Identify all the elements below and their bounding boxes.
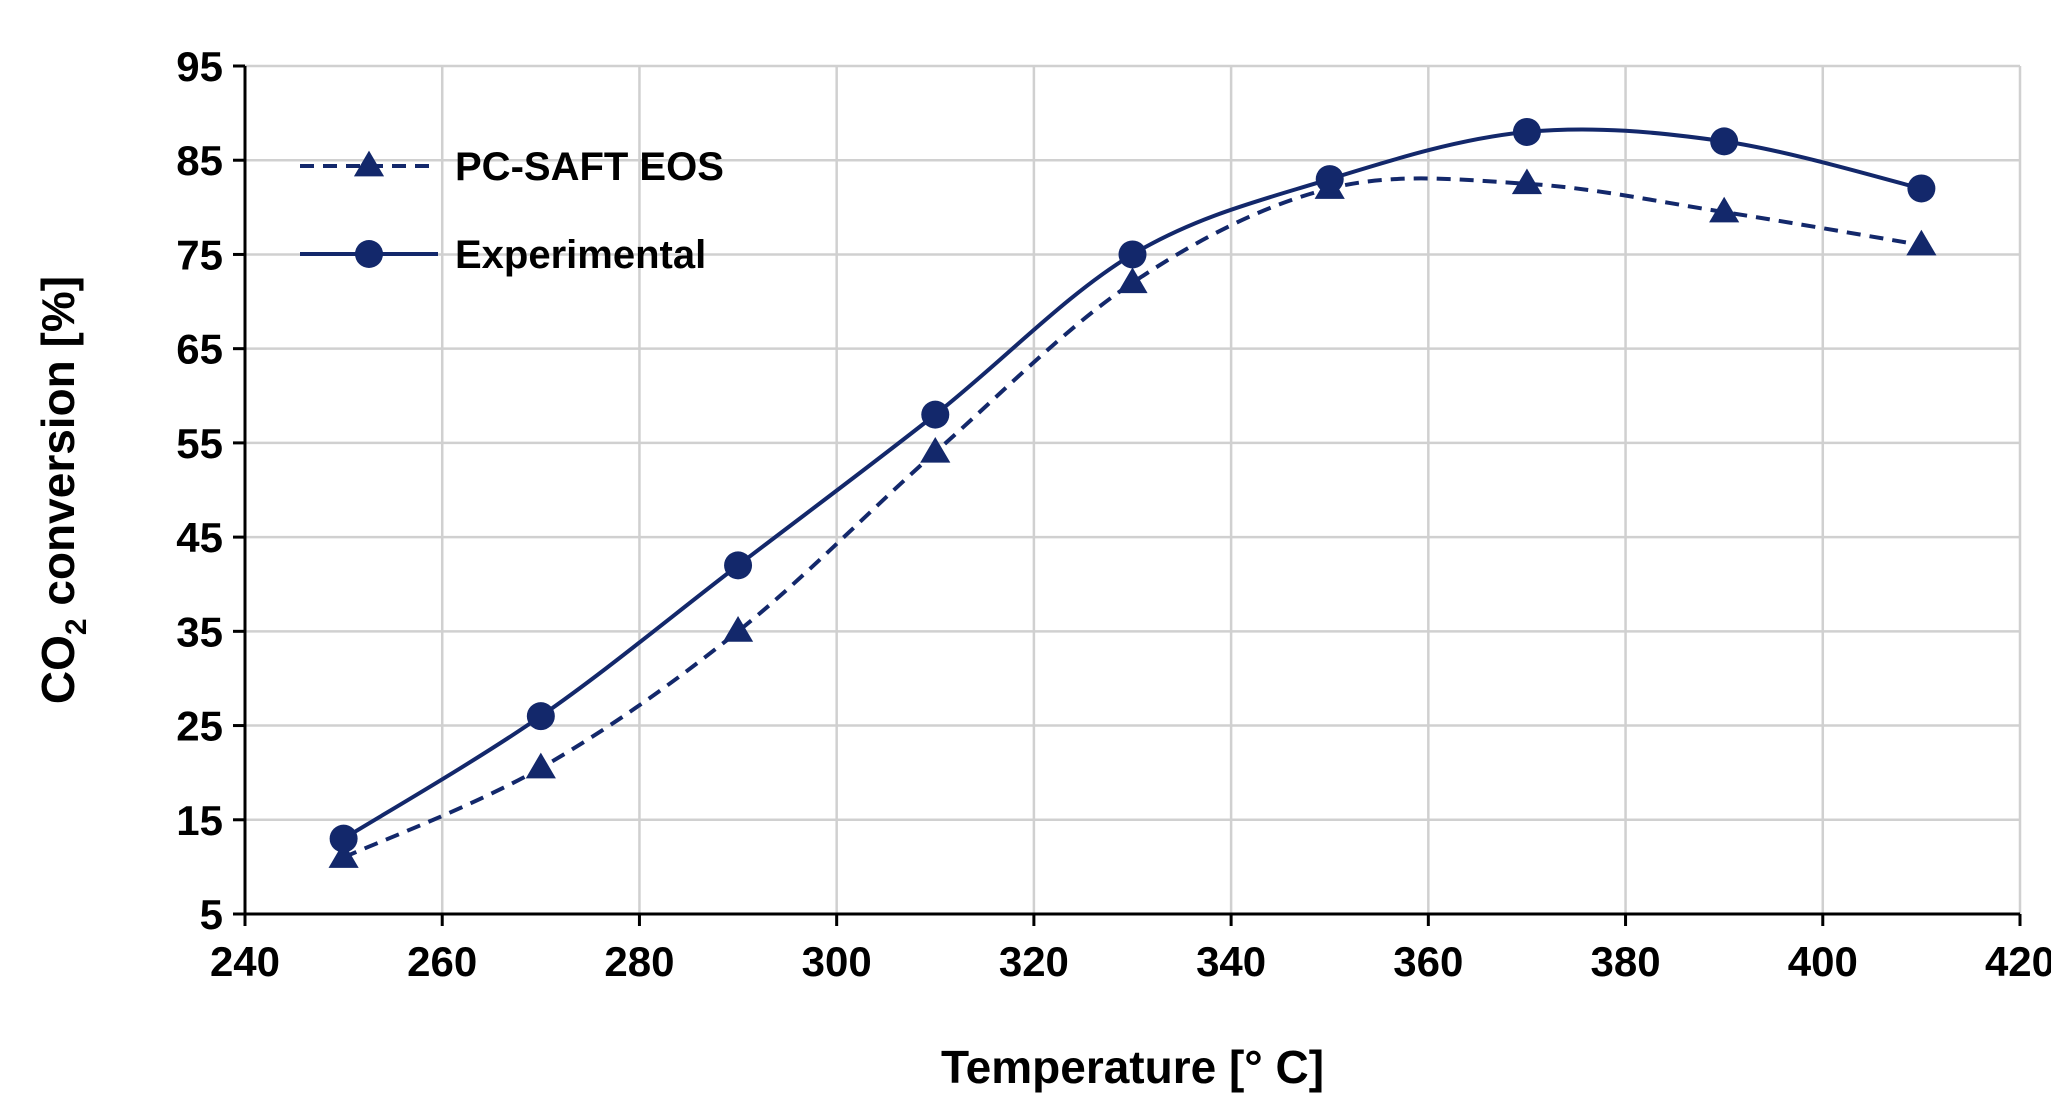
data-point-circle	[724, 551, 753, 580]
data-point-circle	[1315, 165, 1344, 194]
x-tick-label: 240	[210, 938, 280, 985]
data-point-circle	[526, 702, 555, 731]
legend-label-experimental: Experimental	[455, 233, 706, 277]
legend-item-experimental: Experimental	[300, 233, 706, 277]
x-tick-label: 320	[999, 938, 1069, 985]
x-tick-label: 420	[1985, 938, 2051, 985]
data-point-triangle	[1906, 229, 1937, 256]
data-point-triangle	[1709, 196, 1740, 223]
legend: PC-SAFT EOS Experimental	[300, 145, 724, 277]
y-tick-label: 45	[176, 514, 223, 561]
data-point-triangle	[1511, 168, 1543, 195]
x-tick-label: 360	[1393, 938, 1463, 985]
series-line	[342, 176, 1922, 860]
legend-triangle-marker	[353, 150, 385, 177]
y-axis-title-rest: conversion [%]	[32, 276, 84, 619]
data-point-triangle	[920, 436, 951, 463]
data-point-circle	[1118, 240, 1147, 269]
y-tick-label: 55	[176, 420, 223, 467]
data-point-circle	[1907, 174, 1936, 203]
y-tick-label: 5	[200, 891, 223, 938]
data-point-circle	[329, 824, 358, 853]
x-tick-labels: 240 260 280 300 320 340 360 380 400 420	[210, 914, 2051, 985]
x-tick-label: 300	[802, 938, 872, 985]
series-line	[342, 127, 1922, 841]
data-point-triangle	[722, 616, 754, 642]
x-axis-title: Temperature [° C]	[941, 1041, 1324, 1093]
series-experimental	[329, 117, 1936, 853]
x-tick-label: 380	[1591, 938, 1661, 985]
data-series	[328, 117, 1937, 868]
gridlines	[245, 64, 2022, 914]
y-tick-label: 25	[176, 703, 223, 750]
data-point-circle	[1512, 117, 1541, 146]
y-tick-label: 75	[176, 231, 223, 278]
legend-circle-marker	[355, 240, 383, 268]
y-axis-title: CO2 conversion [%]	[32, 276, 93, 704]
axes	[243, 66, 2020, 916]
y-tick-label: 85	[176, 137, 223, 184]
legend-item-pc-saft: PC-SAFT EOS	[300, 145, 724, 189]
y-tick-label: 95	[176, 43, 223, 90]
y-tick-label: 65	[176, 326, 223, 373]
data-point-triangle	[525, 752, 556, 779]
data-point-triangle	[328, 842, 359, 868]
data-point-circle	[1710, 127, 1739, 156]
y-tick-label: 35	[176, 608, 223, 655]
y-axis-title-main: CO	[32, 635, 84, 704]
y-tick-label: 15	[176, 797, 223, 844]
x-tick-label: 400	[1788, 938, 1858, 985]
y-axis-title-subscript: 2	[60, 618, 93, 635]
x-tick-label: 260	[407, 938, 477, 985]
legend-label-pc-saft: PC-SAFT EOS	[455, 145, 724, 189]
x-tick-label: 280	[604, 938, 674, 985]
series-pc-saft	[328, 168, 1937, 868]
data-point-triangle	[1117, 267, 1148, 294]
data-point-circle	[921, 400, 950, 429]
x-tick-label: 340	[1196, 938, 1266, 985]
y-tick-labels: 5 15 25 35 45 55 65 75 85 95	[176, 43, 245, 938]
